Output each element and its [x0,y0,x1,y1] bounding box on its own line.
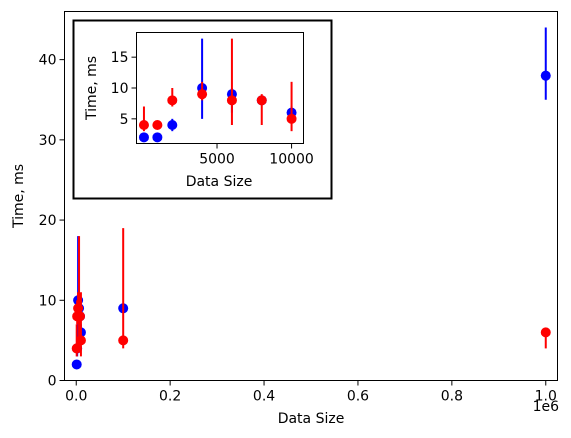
main-y-tick-label: 40 [39,53,57,69]
main-x-ticks: 0.0 0.2 0.4 0.6 0.8 1.0 [65,380,557,405]
inset-data-point [138,120,149,130]
main-x-tick-label: 0.6 [347,389,369,405]
inset-data-point [256,95,267,106]
main-data-point [75,335,86,346]
inset-data-point [152,132,163,143]
main-x-tick-label: 0.8 [441,389,463,405]
main-plot-frame [64,11,558,381]
main-x-axis-label: Data Size [278,411,345,427]
inset-y-tick-label: 5 [120,112,129,128]
inset-data-point [197,89,208,100]
inset-y-tick-label: 15 [111,50,129,66]
main-series-1 [71,228,551,357]
inset-data-point [167,120,178,130]
inset-data-point [167,95,178,106]
main-data-point [71,359,82,370]
main-x-tick-label: 0.4 [253,389,275,405]
main-y-tick-label: 20 [39,213,57,229]
main-data-marks [71,27,551,370]
inset-panel: 5000 10000 5 10 15 Data Size Time, ms [72,19,333,200]
inset-x-axis-label: Data Size [186,174,253,190]
inset-y-axis-label: Time, ms [84,56,100,121]
main-y-axis-label: Time, ms [11,164,27,229]
inset-data-marks [138,38,297,143]
main-x-offset-label: 1e6 [533,399,560,415]
inset-x-tick-label: 5000 [199,152,235,168]
main-y-ticks: 0 10 20 30 40 [39,53,65,390]
inset-y-ticks: 5 10 15 [111,50,137,128]
main-x-tick-label: 0.0 [65,389,87,405]
main-x-tick-label: 1.0 [535,389,557,405]
main-x-tick-label: 0.2 [159,389,181,405]
inset-y-tick-label: 10 [111,81,129,97]
inset-data-point [152,120,163,130]
inset-data-point [286,113,297,124]
inset-data-point [138,132,149,143]
main-y-tick-label: 0 [48,374,57,390]
inset-data-point [226,95,237,106]
main-data-point [540,327,551,338]
main-y-tick-label: 10 [39,293,57,309]
inset-x-ticks: 5000 10000 [199,143,314,168]
main-data-point [118,335,129,346]
main-y-tick-label: 30 [39,133,57,149]
inset-x-tick-label: 10000 [269,152,314,168]
main-data-point [540,70,551,81]
main-axes: 0.0 0.2 0.4 0.6 0.8 1.0 0 10 20 30 40 Data Size T… [11,11,560,427]
inset-series-1 [138,38,297,132]
